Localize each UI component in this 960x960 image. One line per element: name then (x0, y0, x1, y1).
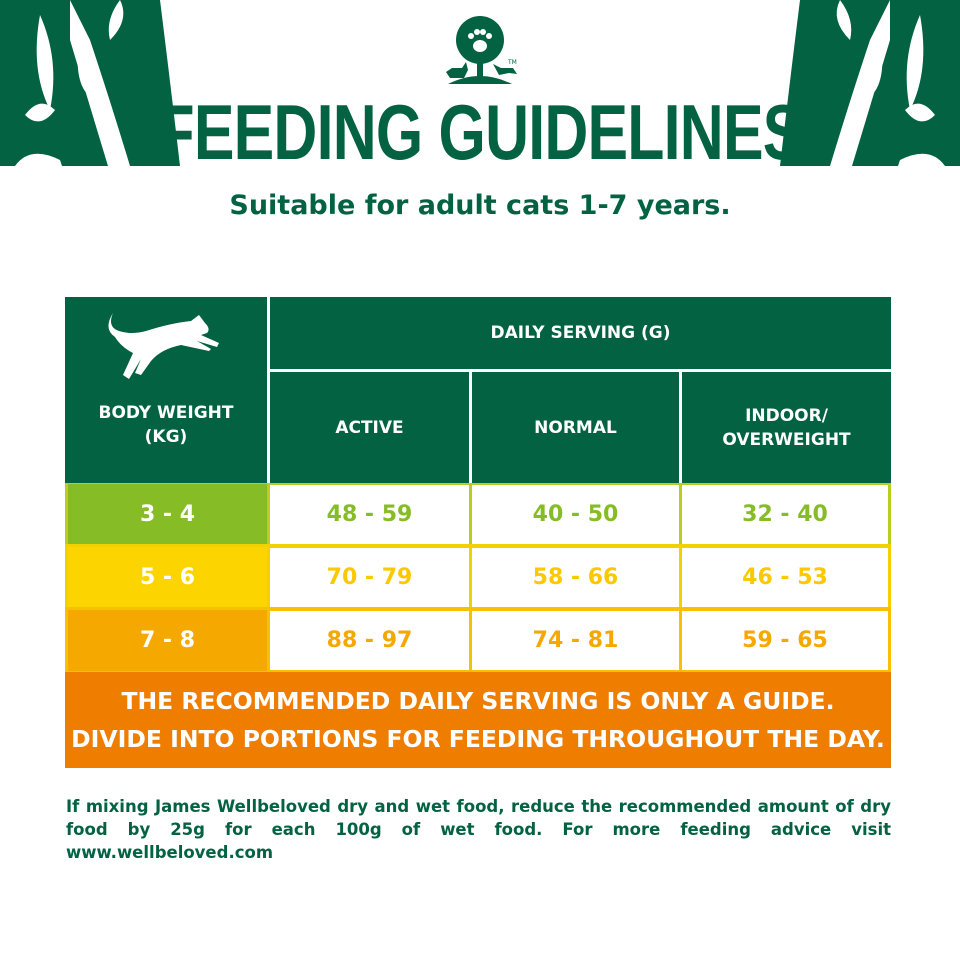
body-weight-label: BODY WEIGHT (KG) (98, 403, 234, 447)
banner-line-2: DIVIDE INTO PORTIONS FOR FEEDING THROUGH… (71, 725, 885, 753)
value-cell: 59 - 65 (682, 611, 888, 670)
value-cell: 74 - 81 (472, 611, 679, 670)
guide-banner: THE RECOMMENDED DAILY SERVING IS ONLY A … (65, 672, 891, 768)
value-cell: 48 - 59 (270, 485, 469, 544)
value-cell: 32 - 40 (682, 485, 888, 544)
brand-logo-tree-icon: TM (446, 16, 517, 84)
body-weight-header: BODY WEIGHT (KG) (65, 297, 267, 483)
value-cell: 46 - 53 (682, 548, 888, 607)
svg-text:TM: TM (507, 59, 517, 66)
weight-cell: 5 - 6 (68, 547, 267, 607)
leaping-cat-icon (108, 313, 219, 379)
column-header-active: ACTIVE (270, 372, 469, 483)
value-cell: 40 - 50 (472, 485, 679, 544)
value-cell: 58 - 66 (472, 548, 679, 607)
value-cell: 88 - 97 (270, 611, 469, 670)
weight-cell: 7 - 8 (68, 610, 267, 671)
mixing-note: If mixing James Wellbeloved dry and wet … (66, 797, 891, 862)
page-title: FEEDING GUIDELINES (157, 88, 803, 176)
daily-serving-header: DAILY SERVING (G) (270, 297, 891, 369)
banner-line-1: THE RECOMMENDED DAILY SERVING IS ONLY A … (121, 687, 835, 715)
leaf-decoration-left (0, 0, 200, 166)
column-header-indoor-overweight: INDOOR/ OVERWEIGHT (682, 372, 891, 483)
column-header-normal: NORMAL (472, 372, 679, 483)
page-subtitle: Suitable for adult cats 1-7 years. (229, 190, 731, 221)
value-cell: 70 - 79 (270, 548, 469, 607)
leaf-decoration-right (760, 0, 960, 166)
weight-cell: 3 - 4 (68, 484, 267, 544)
